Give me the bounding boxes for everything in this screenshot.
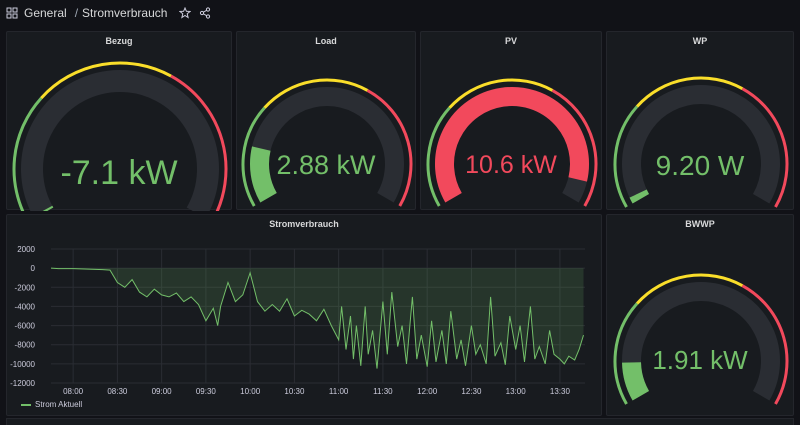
timeseries-panel-stromverbrauch[interactable]: Stromverbrauch 2000 0 -2000 -4000 -6000 -8000… [6, 214, 602, 416]
x-tick-label: 12:30 [461, 387, 482, 396]
gauge-track [21, 70, 219, 211]
gauge-pv [426, 78, 598, 207]
y-tick-label: 2000 [17, 245, 35, 254]
threshold-yellow [40, 61, 172, 100]
threshold-yellow [635, 76, 744, 108]
threshold-red [741, 284, 789, 405]
breadcrumb-folder[interactable]: General [24, 6, 67, 20]
star-icon[interactable] [179, 7, 192, 19]
gauge-panel-wp[interactable]: WP 9.20 W [606, 31, 794, 210]
dashboard-title[interactable]: Stromverbrauch [82, 6, 168, 20]
threshold-green [241, 106, 266, 207]
share-icon[interactable] [199, 7, 211, 19]
gauge-fill [435, 87, 589, 203]
breadcrumb-separator: / [74, 6, 79, 20]
gauge-bezug [12, 61, 228, 211]
gauge-value: 1.91 kW [652, 345, 748, 375]
threshold-red [741, 87, 789, 208]
x-tick-label: 10:30 [284, 387, 305, 396]
x-tick-label: 08:30 [107, 387, 128, 396]
panel-title: WP [692, 36, 708, 46]
x-tick-label: 09:30 [196, 387, 217, 396]
gauge-fill [622, 361, 650, 401]
y-tick-label: -10000 [10, 360, 35, 369]
threshold-green [613, 302, 639, 405]
y-tick-label: -8000 [15, 341, 36, 350]
gauge-value: -7.1 kW [60, 154, 178, 192]
legend-label: Strom Aktuell [35, 400, 83, 409]
gauge-panel-pv[interactable]: PV 10.6 kW [420, 31, 602, 210]
gauge-track [250, 87, 404, 203]
panel-title: Load [315, 36, 337, 46]
threshold-yellow [263, 78, 369, 109]
threshold-green [426, 106, 451, 207]
series-area [51, 268, 584, 369]
panel-title: Bezug [105, 36, 133, 46]
x-tick-label: 08:00 [63, 387, 84, 396]
gauge-panel-bezug[interactable]: Bezug -7.1 kW [6, 31, 232, 211]
next-panel-row [6, 418, 794, 425]
series-line-strom-aktuell [50, 267, 584, 369]
x-tick-label: 11:30 [373, 387, 393, 396]
panel-title: BWWP [685, 219, 715, 229]
gauge-value: 10.6 kW [465, 151, 557, 179]
legend-swatch [21, 403, 31, 406]
gauge-panel-bwwp[interactable]: BWWP 1.91 kW [606, 214, 794, 416]
y-tick-label: -6000 [15, 322, 36, 331]
threshold-red [366, 89, 413, 207]
gauge-track [622, 85, 780, 204]
x-tick-label: 11:00 [329, 387, 349, 396]
threshold-yellow [448, 78, 554, 109]
x-tick-label: 10:00 [240, 387, 261, 396]
chart-legend[interactable]: Strom Aktuell [21, 400, 82, 409]
gauge-panel-load[interactable]: Load 2.88 kW [236, 31, 416, 210]
gauge-track [622, 282, 780, 401]
gauge-fill [629, 189, 650, 204]
x-tick-label: 09:00 [152, 387, 173, 396]
threshold-green [12, 97, 43, 211]
panel-title: Stromverbrauch [269, 219, 339, 229]
y-tick-label: 0 [31, 264, 36, 273]
gauge-fill [250, 146, 277, 203]
gauge-value: 2.88 kW [276, 150, 376, 180]
threshold-red [551, 89, 598, 207]
gauge-bwwp [613, 273, 789, 405]
dashboards-grid-icon[interactable] [6, 7, 18, 19]
gauge-load [241, 78, 413, 207]
x-tick-label: 12:00 [417, 387, 438, 396]
y-tick-label: -12000 [10, 379, 35, 388]
x-tick-label: 13:00 [506, 387, 527, 396]
timeseries-chart: 2000 0 -2000 -4000 -6000 -8000 -10000 -12000 08:… [10, 245, 585, 396]
threshold-red [170, 74, 228, 211]
y-tick-label: -4000 [15, 302, 36, 311]
threshold-green [613, 105, 639, 208]
gauge-value: 9.20 W [655, 150, 745, 181]
threshold-yellow [635, 273, 744, 305]
panel-title: PV [504, 36, 517, 46]
gauge-wp [613, 76, 789, 208]
dashboard-header: General / Stromverbrauch [0, 0, 800, 26]
x-tick-label: 13:30 [550, 387, 571, 396]
y-tick-label: -2000 [15, 283, 36, 292]
